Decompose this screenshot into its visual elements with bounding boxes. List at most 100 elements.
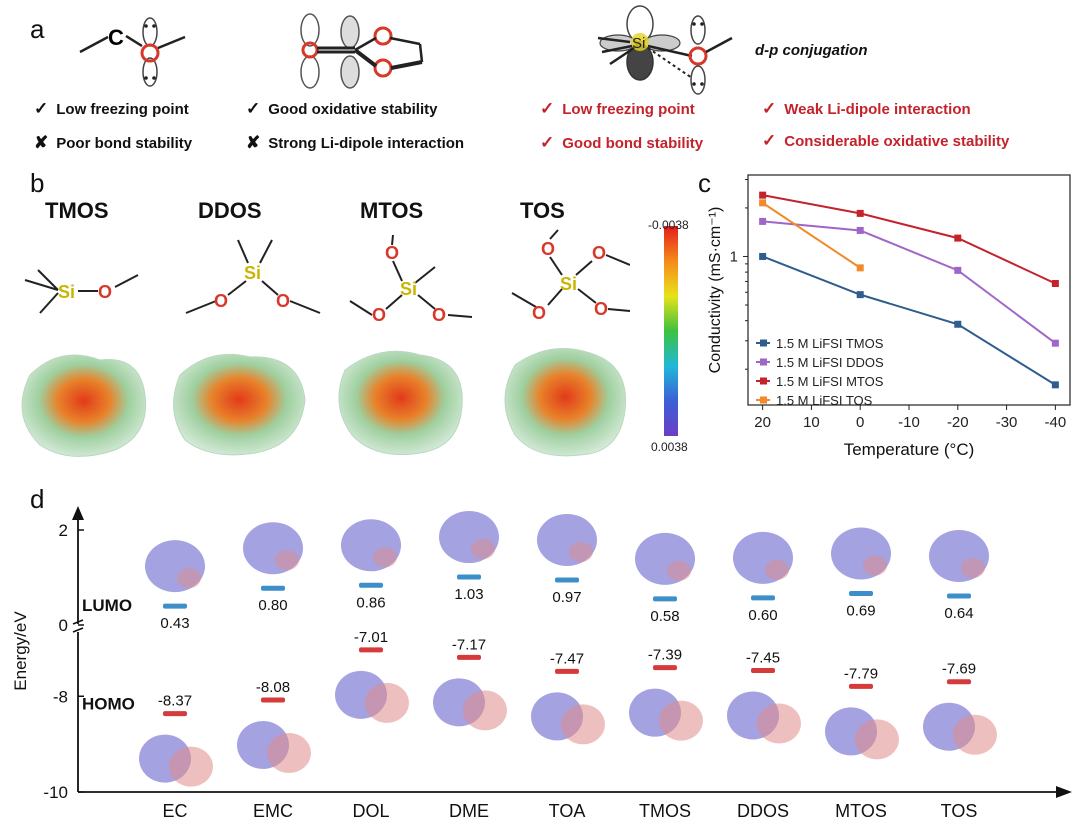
mtos-o2-label: O (372, 305, 386, 325)
legend-label: 1.5 M LiFSI TOS (776, 393, 873, 408)
esp-ddos (173, 353, 306, 456)
bullet-good-bond: ✓ Good bond stability (540, 133, 704, 152)
lumo-value-label: 0.58 (650, 608, 679, 625)
molecule-name-tmos: TMOS (45, 198, 109, 223)
data-point (856, 226, 864, 234)
bullet-weak-li-dipole: ✓ Weak Li-dipole interaction (762, 99, 971, 118)
panel-a-structures: C Si (79, 5, 733, 95)
tos-si-label: Si (560, 274, 577, 294)
bullet-considerable-oxidative: ✓ Considerable oxidative stability (762, 131, 1010, 150)
lumo-value-label: 0.64 (944, 605, 973, 622)
legend-swatch-marker (760, 358, 767, 366)
legend-swatch-marker (760, 339, 767, 347)
x-tick-label: 20 (754, 414, 771, 431)
x-tick-label: 0 (856, 414, 864, 431)
homo-orbital-lobe (953, 714, 997, 755)
category-label: DOL (352, 801, 389, 821)
lumo-level-bar (261, 585, 285, 591)
homo-orbital-lobe (659, 700, 703, 741)
plot-frame (747, 174, 1071, 406)
tos-o1-label: O (541, 239, 555, 259)
homo-level-bar (653, 665, 677, 671)
series-line (762, 202, 861, 269)
data-point (759, 191, 767, 199)
legend-swatch-marker (760, 396, 767, 404)
dp-conjugation-label: d-p conjugation (755, 42, 868, 59)
bullet-poor-bond: ✘ Poor bond stability (34, 133, 193, 152)
data-point (1051, 279, 1059, 287)
panel-d-letter: d (30, 484, 45, 514)
lumo-level-bar (653, 596, 677, 602)
panel-b-letter: b (30, 168, 45, 198)
esp-tos (504, 348, 627, 457)
lumo-value-label: 0.86 (356, 594, 385, 611)
y-tick-label: 0 (59, 616, 68, 635)
esp-mtos (338, 350, 463, 456)
x-tick-label: -30 (996, 414, 1018, 431)
esp-surfaces (21, 348, 627, 457)
x-tick-label: -20 (947, 414, 969, 431)
ddos-si-label: Si (244, 263, 261, 283)
data-point (856, 209, 864, 217)
y-tick-label: -10 (43, 783, 68, 802)
axis-break-mark (72, 627, 84, 633)
data-point (954, 234, 962, 242)
homo-series-label: HOMO (82, 695, 135, 714)
data-point (759, 252, 767, 260)
homo-orbital-lobe (561, 704, 605, 745)
bullet-strong-li-dipole: ✘ Strong Li-dipole interaction (246, 133, 465, 152)
tmos-o-label: O (98, 282, 112, 302)
homo-value-label: -7.79 (844, 665, 878, 682)
mtos-o1-label: O (385, 243, 399, 263)
homo-value-label: -8.37 (158, 693, 192, 710)
y-axis-arrow (72, 506, 84, 520)
data-point (759, 217, 767, 225)
x-axis-arrow (1056, 786, 1072, 798)
panel-b-structures: Si O Si O O O Si O O O O Si O O (24, 229, 630, 325)
bullet-low-freezing-left: ✓ Low freezing point (34, 99, 189, 118)
category-label: TMOS (639, 801, 691, 821)
data-point (856, 291, 864, 299)
si-atom-label: Si (632, 35, 645, 52)
colorbar-top-label: -0.0038 (648, 218, 689, 232)
y-tick-label: -8 (53, 687, 68, 706)
homo-orbital-lobe (855, 719, 899, 760)
data-point (954, 266, 962, 274)
ddos-o2-label: O (276, 291, 290, 311)
lumo-value-label: 0.69 (846, 603, 875, 620)
lumo-orbital-lobe (275, 550, 299, 571)
homo-level-bar (163, 711, 187, 717)
carbon-label: C (108, 25, 124, 50)
lumo-value-label: 0.97 (552, 589, 581, 606)
homo-orbital-lobe (463, 690, 507, 731)
data-point (1051, 381, 1059, 389)
panel-a-letter: a (30, 14, 45, 44)
homo-level-bar (261, 697, 285, 703)
legend-label: 1.5 M LiFSI DDOS (776, 355, 884, 370)
legend-label: 1.5 M LiFSI MTOS (776, 374, 884, 389)
category-label: EMC (253, 801, 293, 821)
panel-c-letter: c (698, 168, 711, 198)
x-tick-label: -10 (898, 414, 920, 431)
lumo-value-label: 0.80 (258, 597, 287, 614)
series-line (762, 194, 1056, 285)
mtos-o3-label: O (432, 305, 446, 325)
conductivity-chart: 20 10 0 -10 -20 -30 -40 1 Temperature (°C) Conduc… (707, 174, 1071, 459)
tos-o4-label: O (594, 299, 608, 319)
lumo-series-label: LUMO (82, 596, 132, 615)
lumo-level-bar (555, 577, 579, 583)
colorbar (664, 226, 678, 436)
homo-value-label: -7.45 (746, 649, 780, 666)
homo-level-bar (555, 668, 579, 674)
lumo-level-bar (751, 595, 775, 601)
tmos-si-label: Si (58, 282, 75, 302)
homo-value-label: -7.01 (354, 629, 388, 646)
homo-orbital-lobe (365, 682, 409, 723)
category-label: MTOS (835, 801, 887, 821)
molecule-name-tos: TOS (520, 198, 565, 223)
series-line (762, 220, 1056, 344)
mtos-si-label: Si (400, 279, 417, 299)
lumo-orbital-lobe (765, 559, 789, 580)
molecule-name-mtos: MTOS (360, 198, 424, 223)
category-label: EC (162, 801, 187, 821)
